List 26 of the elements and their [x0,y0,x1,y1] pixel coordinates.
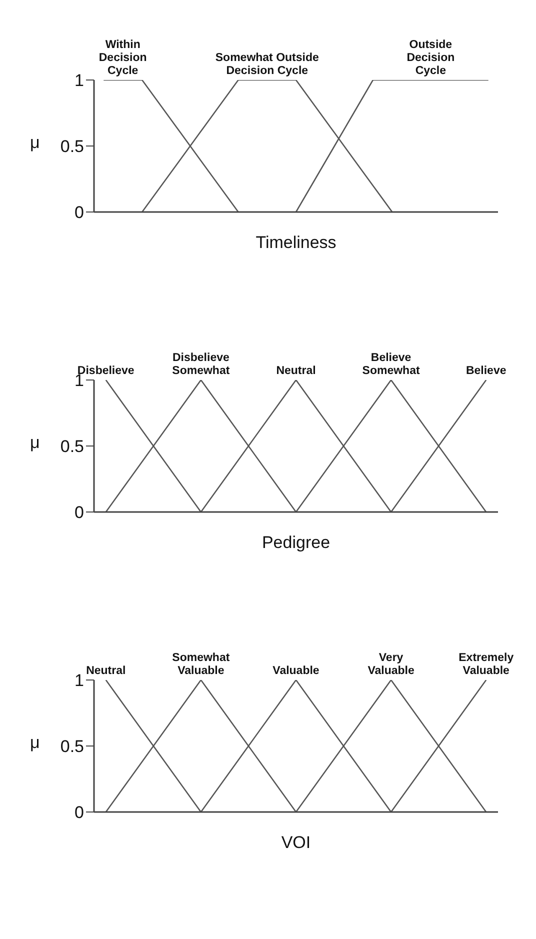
series-label: Valuable [272,665,320,677]
series-label: Neutral [276,365,316,377]
series-label: Neutral [86,665,126,677]
y-tick-label: 0.5 [60,437,84,456]
series-label: Believe Somewhat [362,352,420,377]
series-label: Somewhat Outside Decision Cycle [215,52,319,77]
y-tick-label: 1 [74,671,84,690]
series-label: Very Valuable [368,652,414,677]
y-tick-label: 0.5 [60,137,84,156]
x-axis-title: Timeliness [256,233,336,252]
x-axis-title: VOI [281,833,311,852]
series-label: Disbelieve Somewhat [172,352,230,377]
series-label: Somewhat Valuable [172,652,230,677]
y-tick-label: 0.5 [60,737,84,756]
y-tick-label: 1 [74,71,84,90]
y-tick-label: 0 [74,203,84,222]
series-label: Extremely Valuable [458,652,514,677]
y-tick-label: 0 [74,803,84,822]
x-axis-title: Pedigree [262,533,330,552]
y-axis-title: μ [30,133,40,152]
y-tick-label: 0 [74,503,84,522]
series-label: Within Decision Cycle [98,39,147,77]
series-label: Believe [466,365,506,377]
series-label: Outside Decision Cycle [406,39,455,77]
y-axis-title: μ [30,733,40,752]
y-axis-title: μ [30,433,40,452]
